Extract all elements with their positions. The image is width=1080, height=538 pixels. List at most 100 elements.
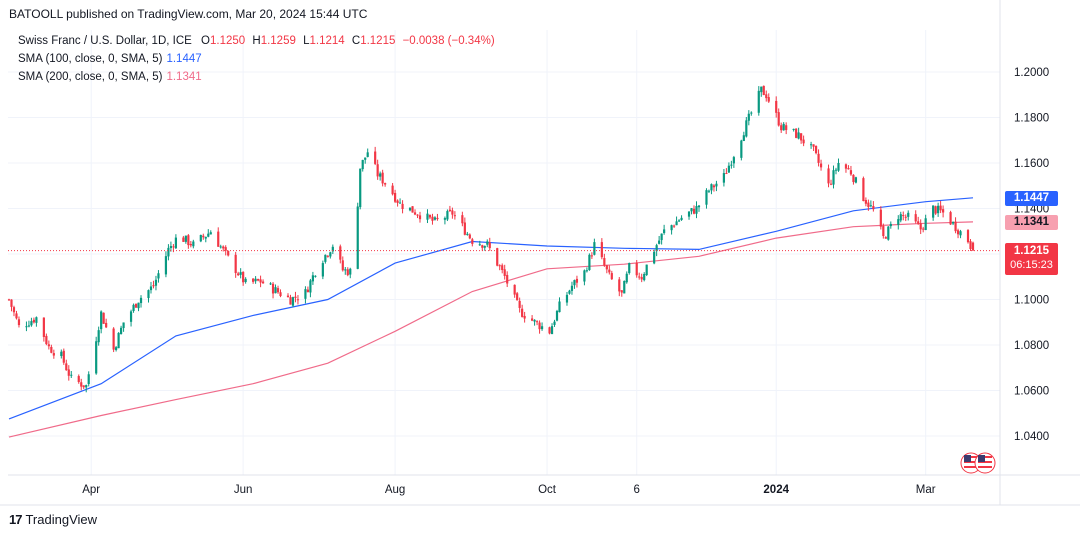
candle	[77, 374, 80, 384]
candle	[7, 298, 11, 301]
candle-body	[182, 237, 185, 242]
candle-body	[147, 290, 150, 299]
candle-body	[426, 213, 429, 220]
candle	[329, 251, 332, 259]
candle-body	[331, 246, 334, 252]
candle	[725, 168, 728, 175]
candle	[237, 271, 240, 276]
candle	[97, 326, 100, 346]
candle	[623, 280, 626, 294]
candle	[261, 279, 265, 284]
candle	[934, 205, 937, 215]
candle	[503, 264, 506, 280]
candle	[32, 317, 36, 324]
candle-body	[533, 319, 536, 322]
candle	[932, 205, 935, 221]
candle	[481, 244, 484, 251]
candle-body	[767, 97, 770, 102]
candle-body	[30, 321, 33, 326]
candle-body	[608, 269, 611, 273]
candle-body	[812, 144, 815, 147]
candle-body	[52, 353, 55, 356]
candle	[864, 197, 867, 207]
candle	[239, 268, 242, 279]
candle	[956, 228, 960, 239]
candle-body	[680, 217, 683, 220]
sma-line	[8, 197, 974, 420]
candle	[339, 244, 342, 264]
close-label: C	[351, 35, 361, 47]
candle-body	[635, 262, 638, 276]
candle-body	[902, 215, 905, 217]
candle-body	[503, 269, 506, 276]
candle	[224, 245, 227, 256]
candle	[25, 321, 28, 332]
candle-body	[416, 214, 419, 216]
candle	[603, 253, 606, 267]
candle-body	[187, 235, 190, 246]
candle	[605, 264, 608, 274]
candle-body	[451, 210, 454, 215]
candle	[364, 157, 367, 164]
candle	[550, 323, 554, 335]
candle-body	[157, 273, 160, 279]
candle-body	[897, 219, 900, 225]
candle	[433, 216, 437, 221]
candle	[139, 295, 143, 308]
candle	[949, 210, 952, 225]
tradingview-logo[interactable]: 17 TradingView	[9, 512, 97, 527]
x-tick-label: 2024	[763, 484, 789, 496]
candle	[341, 256, 344, 272]
candle	[780, 122, 783, 133]
candle	[610, 270, 613, 280]
candle-body	[809, 144, 813, 146]
candle-body	[244, 278, 247, 282]
candle	[204, 236, 207, 243]
candle	[907, 210, 910, 221]
sma-line	[8, 221, 974, 438]
candle-body	[516, 293, 519, 301]
sma-100-line	[8, 197, 974, 420]
candle-body	[827, 168, 830, 184]
candle-body	[570, 285, 574, 291]
candle-body	[760, 86, 763, 93]
candle	[531, 315, 534, 322]
candle	[217, 227, 220, 247]
candle-body	[555, 310, 559, 321]
candle-body	[167, 247, 170, 257]
candle	[100, 310, 103, 334]
candle-body	[254, 278, 257, 282]
candle	[117, 332, 120, 349]
candle	[750, 111, 753, 116]
candle	[809, 141, 813, 149]
candle-body	[795, 128, 798, 138]
candle	[209, 230, 212, 235]
candle	[690, 208, 693, 215]
candle	[521, 304, 524, 318]
candle	[254, 276, 257, 284]
candle	[904, 214, 907, 222]
candle	[765, 90, 768, 102]
candle-body	[660, 233, 663, 241]
candle-body	[152, 285, 155, 287]
candle-body	[802, 139, 805, 144]
candle	[478, 240, 481, 246]
candle	[620, 290, 623, 297]
candle	[852, 174, 855, 185]
candle	[346, 267, 349, 277]
candle	[401, 200, 404, 214]
candle-body	[742, 135, 745, 141]
candle-body	[663, 229, 666, 234]
candle-body	[486, 241, 489, 245]
candle-body	[217, 231, 220, 247]
candle-body	[50, 346, 53, 353]
candle	[695, 201, 698, 219]
candle-body	[453, 215, 456, 217]
x-tick-label: Oct	[538, 484, 557, 496]
candle-body	[922, 228, 925, 230]
candle	[274, 284, 277, 294]
sma-100-value: 1.1447	[166, 53, 202, 65]
candle	[324, 254, 327, 264]
open-value: 1.1250	[209, 35, 246, 47]
